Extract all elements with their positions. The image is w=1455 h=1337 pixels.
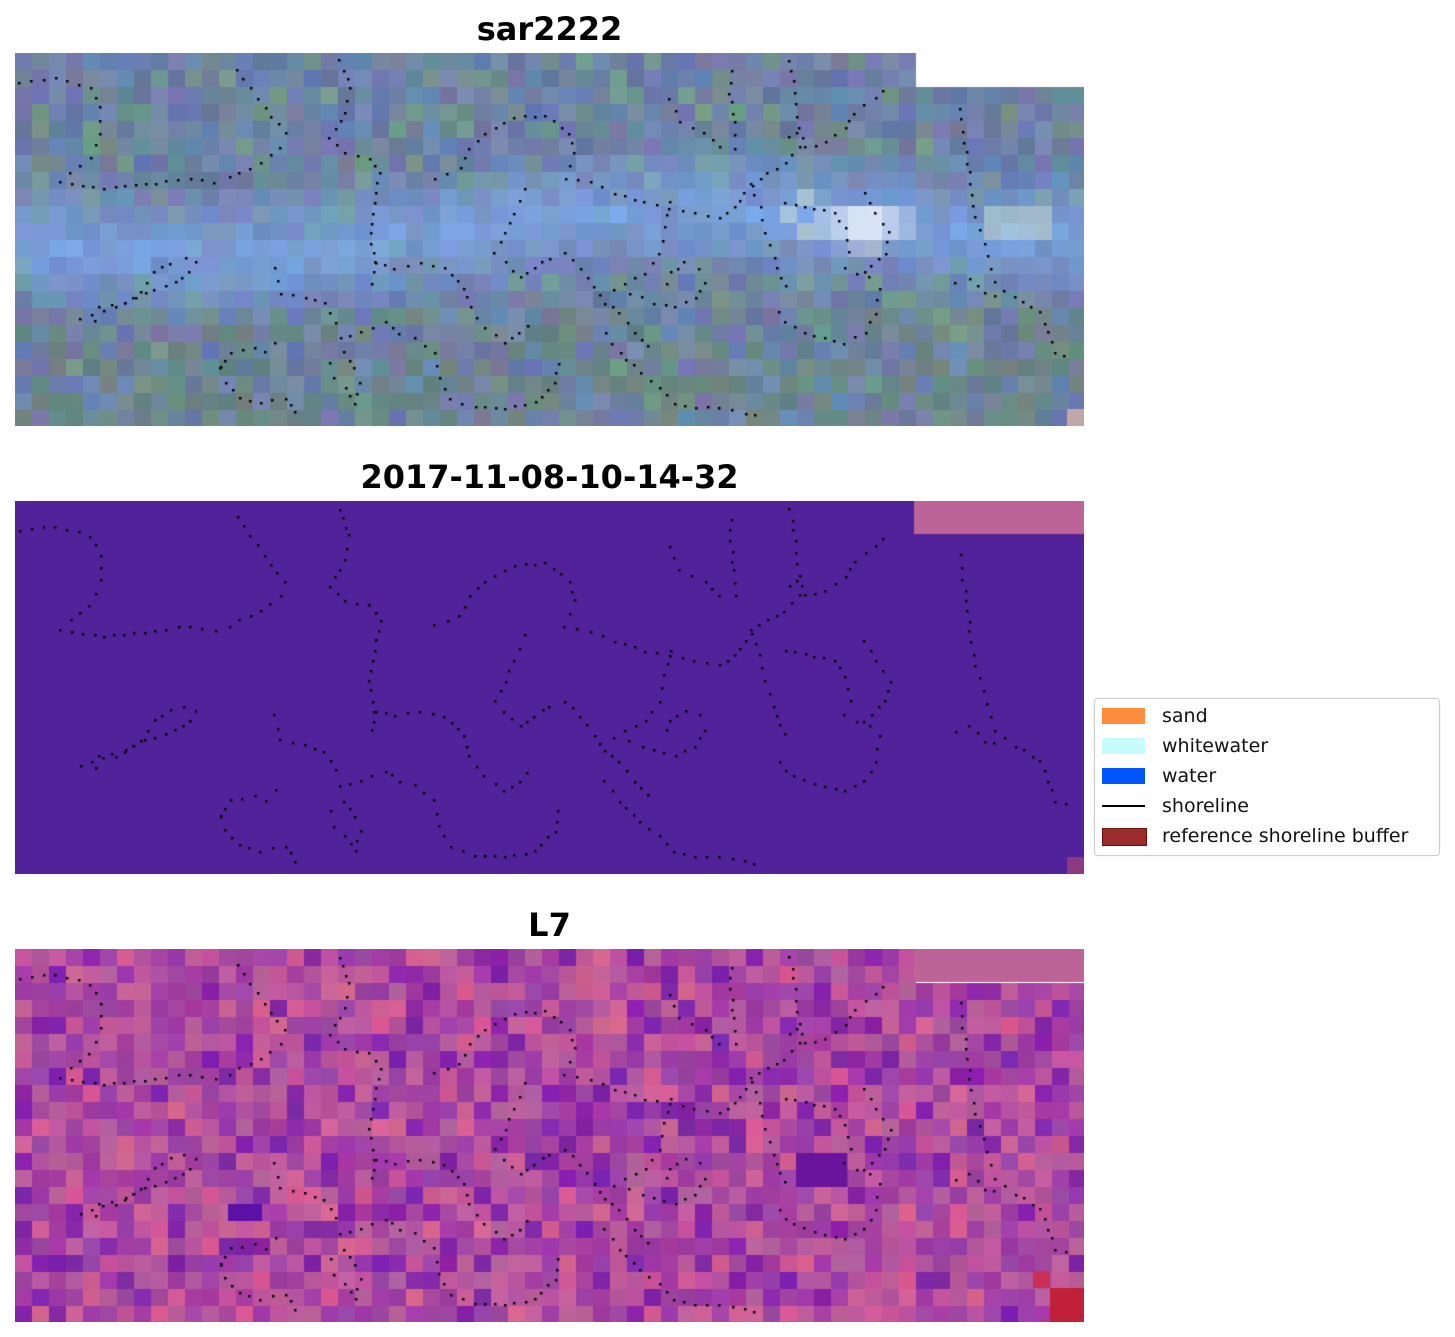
shoreline-line-icon bbox=[1102, 805, 1145, 807]
legend-item-water: water bbox=[1102, 764, 1437, 788]
satellite-rgb-image bbox=[15, 53, 1084, 426]
sand-swatch bbox=[1102, 708, 1145, 724]
legend-label: shoreline bbox=[1162, 795, 1249, 817]
water-swatch bbox=[1102, 768, 1145, 784]
legend-label: water bbox=[1162, 765, 1217, 787]
panel-title-2: 2017-11-08-10-14-32 bbox=[360, 458, 739, 496]
classified-image bbox=[15, 501, 1084, 874]
legend-item-reference-buffer: reference shoreline buffer bbox=[1102, 824, 1437, 848]
whitewater-swatch bbox=[1102, 738, 1145, 754]
index-image bbox=[15, 949, 1084, 1322]
legend-label: whitewater bbox=[1162, 735, 1269, 757]
legend-label: reference shoreline buffer bbox=[1162, 825, 1409, 847]
reference-buffer-swatch bbox=[1102, 828, 1147, 846]
legend-item-whitewater: whitewater bbox=[1102, 734, 1437, 758]
legend: sand whitewater water shoreline referenc… bbox=[1094, 698, 1440, 856]
legend-item-sand: sand bbox=[1102, 704, 1437, 728]
panel-title-3: L7 bbox=[528, 906, 571, 944]
legend-label: sand bbox=[1162, 705, 1208, 727]
legend-item-shoreline: shoreline bbox=[1102, 794, 1437, 818]
panel-title-1: sar2222 bbox=[476, 10, 623, 48]
